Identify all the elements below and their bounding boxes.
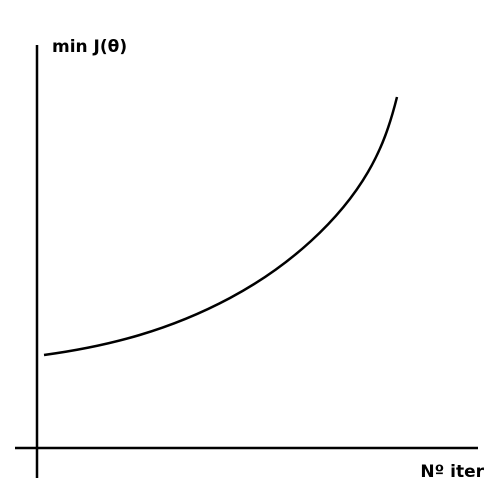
x-axis-label: Nº iter bbox=[420, 462, 484, 482]
y-axis-label: min J(θ) bbox=[52, 37, 127, 57]
curve-sketch bbox=[43, 96, 399, 357]
